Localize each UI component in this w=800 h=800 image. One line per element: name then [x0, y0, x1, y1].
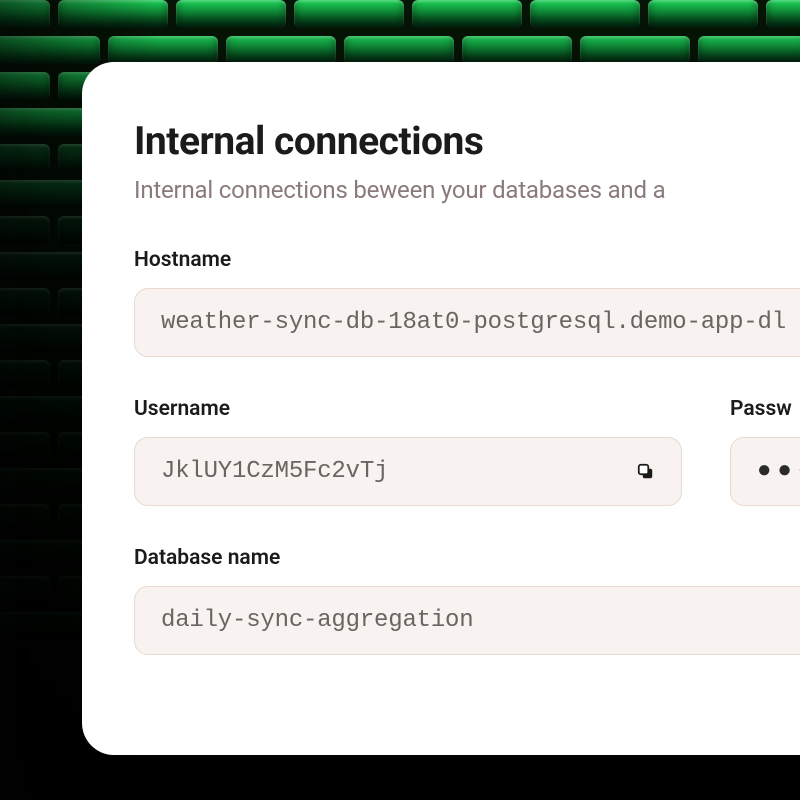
page-subtitle: Internal connections beween your databas… — [134, 176, 800, 204]
database-name-field-group: Database name daily-sync-aggregation — [134, 546, 800, 655]
password-input[interactable]: ●●●● — [730, 437, 800, 506]
connections-card: Internal connections Internal connection… — [82, 62, 800, 755]
database-name-value: daily-sync-aggregation — [161, 607, 473, 634]
hostname-label: Hostname — [134, 248, 800, 272]
username-value: JklUY1CzM5Fc2vTj — [161, 458, 388, 485]
database-name-label: Database name — [134, 546, 800, 570]
username-input[interactable]: JklUY1CzM5Fc2vTj — [134, 437, 682, 506]
database-name-input[interactable]: daily-sync-aggregation — [134, 586, 800, 655]
page-title: Internal connections — [134, 118, 800, 164]
copy-icon[interactable] — [635, 462, 655, 482]
password-label: Passw — [730, 397, 800, 421]
password-value: ●●●● — [757, 458, 800, 485]
hostname-input[interactable]: weather-sync-db-18at0-postgresql.demo-ap… — [134, 288, 800, 357]
password-field-group: Passw ●●●● — [730, 397, 800, 506]
hostname-field-group: Hostname weather-sync-db-18at0-postgresq… — [134, 248, 800, 357]
username-label: Username — [134, 397, 682, 421]
username-field-group: Username JklUY1CzM5Fc2vTj — [134, 397, 682, 506]
hostname-value: weather-sync-db-18at0-postgresql.demo-ap… — [161, 309, 786, 336]
